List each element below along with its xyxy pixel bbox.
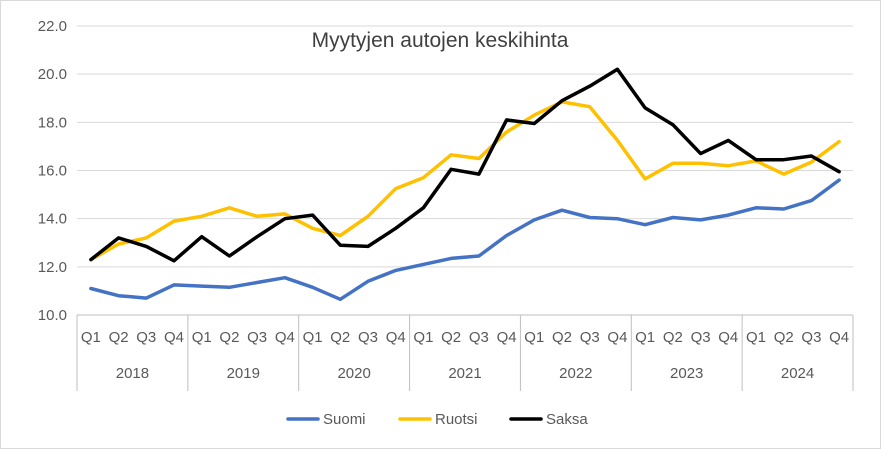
x-tick-label-quarter: Q1 [81, 329, 101, 346]
x-tick-label-year: 2024 [781, 365, 814, 382]
y-tick-label: 10.0 [38, 307, 67, 324]
x-tick-label-quarter: Q1 [192, 329, 212, 346]
y-tick-label: 20.0 [38, 66, 67, 83]
x-tick-label-quarter: Q2 [219, 329, 239, 346]
x-tick-label-quarter: Q4 [829, 329, 849, 346]
x-tick-label-quarter: Q2 [441, 329, 461, 346]
x-tick-label-quarter: Q4 [386, 329, 406, 346]
x-tick-label-quarter: Q2 [330, 329, 350, 346]
x-tick-label-year: 2018 [116, 365, 149, 382]
x-tick-label-quarter: Q1 [413, 329, 433, 346]
series-line-suomi [89, 178, 841, 302]
y-tick-label: 22.0 [38, 18, 67, 35]
x-tick-label-year: 2021 [448, 365, 481, 382]
x-tick-label-quarter: Q3 [136, 329, 156, 346]
x-tick-label-quarter: Q4 [607, 329, 627, 346]
x-axis: Q1 Q2 Q3 Q4 2018 Q1 Q2 Q3 Q4 2019 Q1 Q2 Q3 Q4 2020 Q1 Q2… [76, 314, 854, 391]
series-line-saksa [89, 67, 841, 263]
x-tick-label-quarter: Q2 [774, 329, 794, 346]
x-tick-label-quarter: Q3 [247, 329, 267, 346]
legend-label-suomi: Suomi [323, 411, 366, 428]
x-tick-label-quarter: Q1 [635, 329, 655, 346]
x-tick-label-quarter: Q4 [718, 329, 738, 346]
y-tick-label: 12.0 [38, 259, 67, 276]
x-tick-label-quarter: Q3 [358, 329, 378, 346]
y-axis-ticks: 10.0 12.0 14.0 16.0 18.0 20.0 22.0 [38, 18, 67, 324]
x-tick-label-year: 2019 [227, 365, 260, 382]
x-tick-label-year: 2020 [337, 365, 370, 382]
x-tick-label-quarter: Q2 [552, 329, 572, 346]
x-tick-label-quarter: Q2 [663, 329, 683, 346]
legend-label-saksa: Saksa [546, 411, 588, 428]
x-tick-label-quarter: Q2 [109, 329, 129, 346]
chart-title: Myytyjen autojen keskihinta [312, 29, 569, 52]
y-tick-label: 16.0 [38, 163, 67, 180]
legend: Suomi Ruotsi Saksa [286, 411, 588, 428]
x-tick-label-year: 2022 [559, 365, 592, 382]
x-tick-label-quarter: Q3 [580, 329, 600, 346]
y-tick-label: 14.0 [38, 211, 67, 228]
y-tick-label: 18.0 [38, 114, 67, 131]
x-tick-label-quarter: Q1 [303, 329, 323, 346]
x-tick-label-year: 2023 [670, 365, 703, 382]
series-lines [89, 67, 841, 302]
x-tick-label-quarter: Q1 [746, 329, 766, 346]
x-tick-label-quarter: Q3 [469, 329, 489, 346]
x-tick-label-quarter: Q3 [691, 329, 711, 346]
series-line-ruotsi [89, 100, 841, 262]
legend-label-ruotsi: Ruotsi [435, 411, 478, 428]
x-tick-label-quarter: Q3 [801, 329, 821, 346]
x-tick-label-quarter: Q1 [524, 329, 544, 346]
x-tick-label-quarter: Q4 [497, 329, 517, 346]
x-tick-label-quarter: Q4 [164, 329, 184, 346]
x-tick-label-quarter: Q4 [275, 329, 295, 346]
